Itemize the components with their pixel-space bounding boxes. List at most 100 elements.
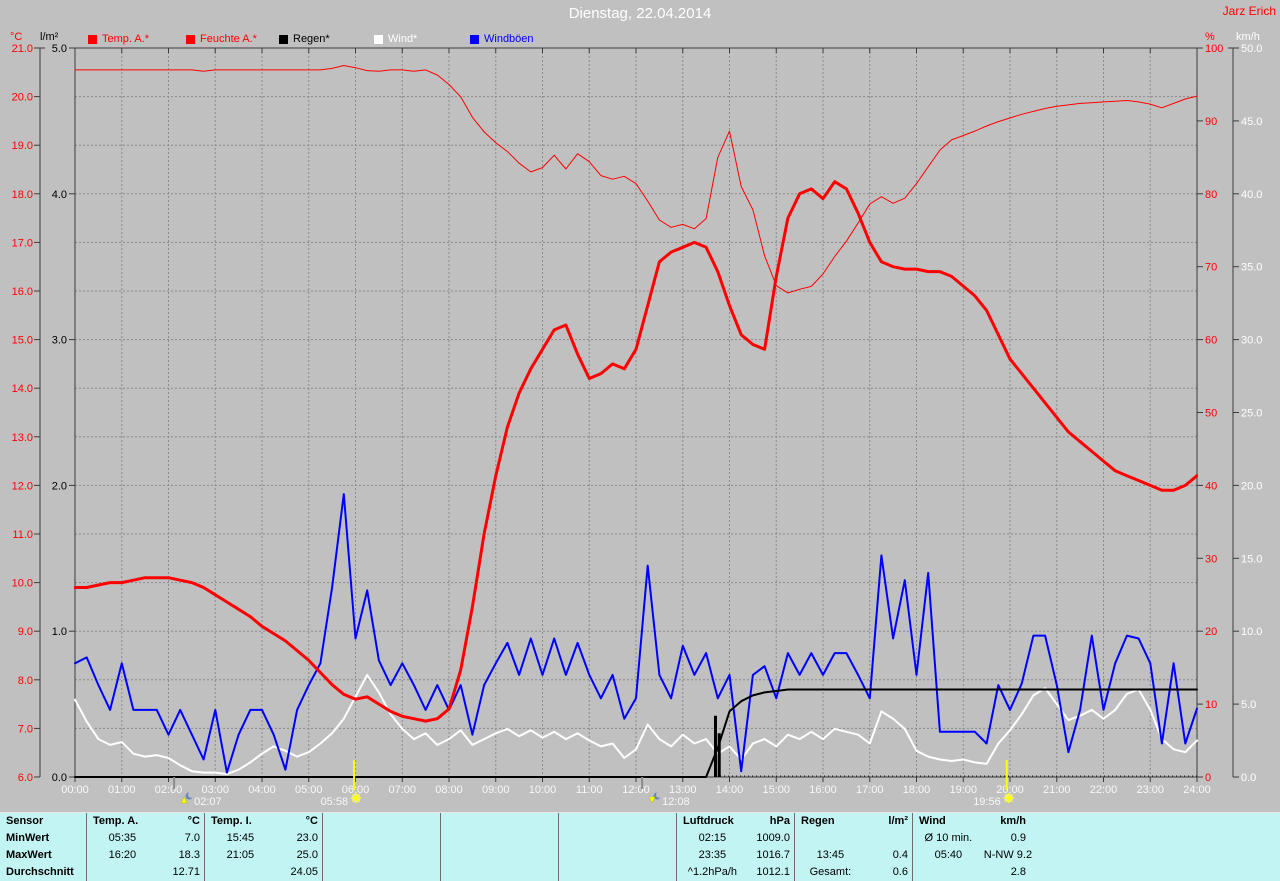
- chart-date-title: Dienstag, 22.04.2014: [568, 5, 712, 22]
- stats-data-row-1: 13:45 0.4: [795, 847, 913, 864]
- sunset-tick: [1005, 760, 1008, 790]
- rain-tick-label: 2.0: [52, 480, 67, 492]
- time-tick-label: 21:00: [1043, 784, 1071, 796]
- time-tick-label: 02:00: [155, 784, 183, 796]
- stats-cell-time: [323, 847, 394, 864]
- rain-tick-label: 5.0: [52, 43, 67, 55]
- rain-tick-label: 3.0: [52, 335, 67, 347]
- stats-column-empty-2: [322, 813, 440, 881]
- stats-cell-value: [512, 864, 559, 881]
- rain-axis-unit: l/m²: [40, 31, 59, 43]
- time-tick-label: 08:00: [435, 784, 463, 796]
- stats-data-row-0: 05:35 7.0: [87, 830, 205, 847]
- moon-arrow: [648, 796, 656, 804]
- time-tick-label: 00:00: [61, 784, 89, 796]
- temp-tick-label: 18.0: [12, 189, 33, 201]
- stats-data-row-1: [441, 847, 559, 864]
- stats-cell-value: [512, 830, 559, 847]
- rain-tick-label: 4.0: [52, 189, 67, 201]
- weather-chart: 21.0 20.0 19.0 18.0 17.0 16.0 15.0 14.0 13.0 12.0…: [12, 43, 1263, 808]
- humidity-tick-label: 50: [1205, 408, 1217, 420]
- stats-data-row-2: [441, 864, 559, 881]
- stats-cell-value: °C: [305, 815, 318, 827]
- stats-cell-time: [795, 830, 866, 847]
- rain-event-bar: [713, 715, 717, 777]
- stats-data-row-2: [323, 864, 441, 881]
- stats-cell-time: 13:45: [816, 849, 845, 861]
- wind-axis-unit: km/h: [1236, 31, 1260, 43]
- time-tick-label: 07:00: [388, 784, 416, 796]
- temp-tick-label: 20.0: [12, 92, 33, 104]
- stats-data-row-1: 23:35 1016.7: [677, 847, 795, 864]
- stats-column-content: [323, 813, 441, 881]
- stats-cell-value: [394, 830, 441, 847]
- sun-ray: [1010, 793, 1013, 797]
- stats-cell-time: Temp. I.: [211, 815, 252, 827]
- rain-event-bar: [717, 733, 721, 777]
- legend-label: Wind*: [388, 33, 418, 45]
- stats-row-label-0: Sensor: [6, 815, 44, 827]
- rain-cumulative-line: [74, 688, 1198, 778]
- stats-header-row: [441, 813, 559, 830]
- humidity-tick-label: 60: [1205, 335, 1217, 347]
- stats-header-row: Temp. A. °C: [87, 813, 205, 830]
- stats-cell-time: [559, 830, 630, 847]
- stats-cell-time: [559, 864, 630, 881]
- stats-row-label-1: MinWert: [6, 832, 50, 844]
- legend-label: Regen*: [293, 33, 330, 45]
- stats-data-row-1: 21:05 25.0: [205, 847, 323, 864]
- stats-header-row: Luftdruck hPa: [677, 813, 795, 830]
- wind-tick-label: 30.0: [1241, 335, 1262, 347]
- stats-data-row-0: Ø 10 min. 0.9: [913, 830, 1031, 847]
- stats-column-content: Temp. A. °C 05:35 7.0 16:20 18.3 12.71: [87, 813, 205, 881]
- temp-tick-label: 16.0: [12, 286, 33, 298]
- sunrise-time-label: 05:58: [321, 796, 349, 808]
- legend-label: Feuchte A.*: [200, 33, 257, 45]
- stats-cell-value: 0.4: [892, 849, 908, 861]
- stats-cell-time: Ø 10 min.: [924, 832, 973, 844]
- stats-cell-value: [512, 847, 559, 864]
- stats-cell-value: 2.8: [1010, 866, 1026, 878]
- moonrise-time-label: 02:07: [194, 796, 222, 808]
- stats-column-content: [559, 813, 677, 881]
- temp-tick-label: 21.0: [12, 43, 33, 55]
- rain-tick-label: 1.0: [52, 626, 67, 638]
- stats-cell-value: 1012.1: [756, 866, 790, 878]
- stats-cell-time: 21:05: [226, 849, 255, 861]
- sun-ray: [357, 793, 361, 797]
- legend-swatch-icon: [186, 34, 195, 44]
- time-tick-label: 04:00: [248, 784, 276, 796]
- stats-cell-value: 1016.7: [756, 849, 790, 861]
- stats-cell-time: 23:35: [698, 849, 727, 861]
- stats-cell-value: 12.71: [172, 866, 200, 878]
- time-tick-label: 23:00: [1136, 784, 1164, 796]
- stats-column-content: [441, 813, 559, 881]
- stats-cell-time: 15:45: [226, 832, 255, 844]
- series-group: [74, 65, 1198, 778]
- stats-cell-value: hPa: [769, 815, 790, 827]
- moon-crescent-cut: [655, 791, 663, 798]
- wind-tick-label: 20.0: [1241, 480, 1262, 492]
- moonrise-tick: [173, 777, 176, 789]
- humidity-tick-label: 0: [1205, 772, 1211, 784]
- moonset-icon: [648, 791, 663, 804]
- humidity-axis-unit: %: [1205, 31, 1215, 43]
- time-tick-label: 06:00: [342, 784, 370, 796]
- stats-cell-value: [630, 847, 677, 864]
- time-tick-label: 22:00: [1090, 784, 1118, 796]
- station-owner-label: Jarz Erich: [1222, 4, 1276, 18]
- legend-label: Windböen: [484, 33, 534, 45]
- legend-label: Temp. A.*: [102, 33, 150, 45]
- stats-cell-value: °C: [187, 815, 200, 827]
- wind-tick-label: 50.0: [1241, 43, 1262, 55]
- legend-swatch-icon: [279, 34, 288, 44]
- stats-cell-value: km/h: [1000, 815, 1026, 827]
- sun-ray: [1010, 799, 1013, 803]
- legend-swatch-icon: [88, 34, 97, 44]
- stats-cell-value: [512, 813, 559, 830]
- time-tick-label: 13:00: [669, 784, 697, 796]
- time-tick-label: 17:00: [856, 784, 884, 796]
- stats-data-row-2: [559, 864, 677, 881]
- stats-column-content: Regen l/m² 13:45 0.4 Gesamt: 0.6: [795, 813, 913, 881]
